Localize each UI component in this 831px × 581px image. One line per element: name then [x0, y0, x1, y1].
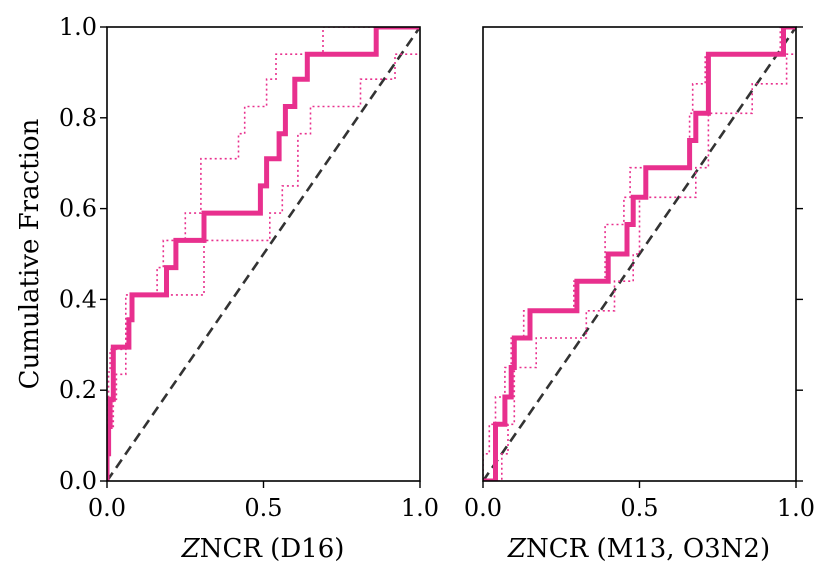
right-x-axis-label-italic: Z: [507, 534, 527, 564]
left-y-tick-label: 0.0: [59, 467, 97, 495]
right-panel: 0.0 0.5 1.0 ZNCR (M13, O3N2): [464, 26, 815, 564]
right-series-lower-bound: [483, 53, 796, 481]
right-x-axis-label: ZNCR (M13, O3N2): [507, 534, 770, 564]
left-y-tick-label: 0.2: [59, 376, 97, 404]
left-identity-line: [107, 27, 420, 481]
right-series-upper-bound: [483, 27, 796, 481]
right-x-tick-label: 1.0: [777, 494, 815, 522]
left-series-ecdf: [107, 27, 420, 481]
left-panel: 0.0 0.5 1.0 0.0 0.2 0.4 0.6 0.8 1.0 ZNCR (D16): [59, 13, 439, 564]
left-series-upper-bound: [107, 27, 420, 481]
right-x-tick-label: 0.0: [464, 494, 502, 522]
left-x-tick-label: 0.5: [244, 494, 282, 522]
left-y-tick-label: 0.6: [59, 195, 97, 223]
right-x-tick-label: 0.5: [620, 494, 658, 522]
left-y-tick-label: 0.4: [59, 285, 97, 313]
right-x-axis-label-rest: NCR (M13, O3N2): [526, 534, 770, 564]
y-axis-label: Cumulative Fraction: [15, 118, 45, 389]
left-plot-area: [107, 27, 420, 481]
left-x-axis-label-rest: NCR (D16): [200, 534, 345, 564]
left-y-tick-label: 1.0: [59, 13, 97, 41]
left-x-tick-label: 0.0: [88, 494, 126, 522]
right-plot-area: [483, 27, 796, 481]
right-identity-line: [483, 27, 796, 481]
left-series-lower-bound: [107, 53, 420, 481]
left-x-tick-label: 1.0: [401, 494, 439, 522]
left-x-axis-label: ZNCR (D16): [181, 534, 345, 564]
left-x-axis-label-italic: Z: [181, 534, 201, 564]
left-y-tick-label: 0.8: [59, 104, 97, 132]
right-series-ecdf: [483, 27, 796, 481]
